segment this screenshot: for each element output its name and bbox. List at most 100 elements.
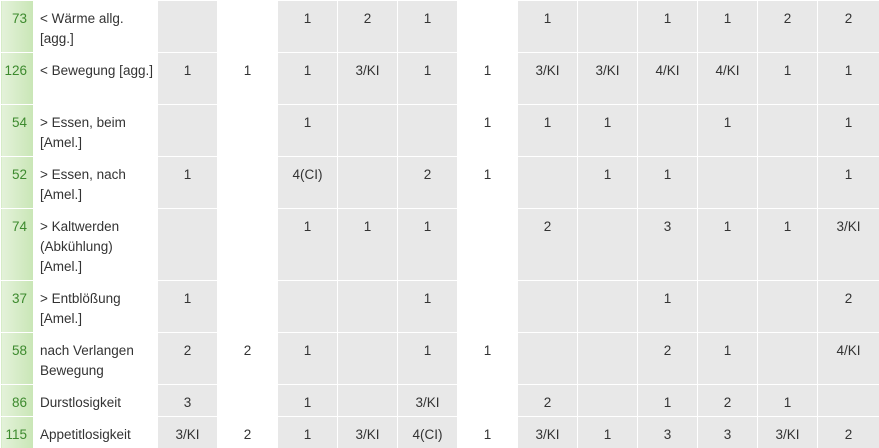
- value-cell: [757, 156, 818, 209]
- value-cell: [697, 280, 758, 333]
- value-cell: 1: [277, 0, 338, 53]
- value-cell: 2: [817, 0, 879, 53]
- value-cell: 3/KI: [817, 208, 879, 281]
- table-row: 115 Appetitlosigkeit 3/KI 2 1 3/KI 4(CI) 1 3/KI 1…: [0, 416, 879, 448]
- value-cell: 1: [157, 156, 218, 209]
- value-cell: [337, 104, 398, 157]
- value-cell: 1: [517, 0, 578, 53]
- count-cell: 58: [0, 332, 34, 385]
- value-cell: [337, 332, 398, 385]
- value-cell: 3/KI: [517, 52, 578, 105]
- value-cell: 3: [637, 208, 698, 281]
- value-cell: 1: [277, 208, 338, 281]
- value-cell: [577, 208, 638, 281]
- value-cell: 1: [457, 416, 518, 448]
- value-cell: [457, 0, 518, 53]
- value-cell: 3/KI: [157, 416, 218, 448]
- value-cell: 1: [397, 332, 458, 385]
- value-cell: 1: [277, 416, 338, 448]
- value-cell: 2: [637, 332, 698, 385]
- value-cell: [217, 0, 278, 53]
- count-cell: 126: [0, 52, 34, 105]
- symptom-label: > Kaltwerden (Abkühlung) [Amel.]: [33, 208, 158, 281]
- value-cell: 2: [217, 332, 278, 385]
- value-cell: 1: [277, 104, 338, 157]
- symptom-label: > Entblößung [Amel.]: [33, 280, 158, 333]
- value-cell: [397, 104, 458, 157]
- value-cell: 1: [157, 52, 218, 105]
- count-cell: 37: [0, 280, 34, 333]
- value-cell: 1: [697, 104, 758, 157]
- value-cell: 3/KI: [337, 416, 398, 448]
- value-cell: 3: [637, 416, 698, 448]
- value-cell: 2: [217, 416, 278, 448]
- value-cell: 2: [397, 156, 458, 209]
- value-cell: 1: [397, 280, 458, 333]
- count-cell: 86: [0, 384, 34, 417]
- value-cell: 1: [277, 384, 338, 417]
- value-cell: 1: [697, 0, 758, 53]
- value-cell: [337, 280, 398, 333]
- table-row: 126 < Bewegung [agg.] 1 1 1 3/KI 1 1 3/KI 3/KI 4/K…: [0, 52, 879, 105]
- value-cell: [217, 208, 278, 281]
- value-cell: [757, 104, 818, 157]
- value-cell: 1: [517, 104, 578, 157]
- value-cell: 2: [817, 416, 879, 448]
- value-cell: 1: [757, 52, 818, 105]
- value-cell: 3/KI: [397, 384, 458, 417]
- value-cell: 1: [817, 156, 879, 209]
- value-cell: 1: [457, 104, 518, 157]
- value-cell: [517, 332, 578, 385]
- value-cell: 2: [697, 384, 758, 417]
- value-cell: 1: [817, 104, 879, 157]
- value-cell: 1: [397, 52, 458, 105]
- value-cell: 1: [337, 208, 398, 281]
- count-cell: 74: [0, 208, 34, 281]
- table-row: 52 > Essen, nach [Amel.] 1 4(CI) 2 1 1 1 1: [0, 156, 879, 209]
- value-cell: [217, 104, 278, 157]
- value-cell: 1: [757, 208, 818, 281]
- value-cell: [457, 208, 518, 281]
- count-cell: 52: [0, 156, 34, 209]
- value-cell: [817, 384, 879, 417]
- value-cell: [577, 0, 638, 53]
- value-cell: [217, 156, 278, 209]
- value-cell: 2: [517, 384, 578, 417]
- count-cell: 115: [0, 416, 34, 448]
- value-cell: 1: [397, 208, 458, 281]
- table-row: 37 > Entblößung [Amel.] 1 1 1 2: [0, 280, 879, 333]
- value-cell: 4/KI: [817, 332, 879, 385]
- symptom-label: Durstlosigkeit: [33, 384, 158, 417]
- value-cell: 1: [457, 156, 518, 209]
- value-cell: 3: [697, 416, 758, 448]
- value-cell: 1: [577, 416, 638, 448]
- symptom-label: Appetitlosigkeit: [33, 416, 158, 448]
- value-cell: [217, 280, 278, 333]
- value-cell: 1: [457, 52, 518, 105]
- value-cell: 3/KI: [517, 416, 578, 448]
- value-cell: [517, 280, 578, 333]
- value-cell: 1: [217, 52, 278, 105]
- value-cell: 1: [697, 208, 758, 281]
- value-cell: [577, 384, 638, 417]
- value-cell: [157, 208, 218, 281]
- value-cell: [277, 280, 338, 333]
- value-cell: 3/KI: [577, 52, 638, 105]
- value-cell: [457, 384, 518, 417]
- count-cell: 73: [0, 0, 34, 53]
- value-cell: 1: [757, 384, 818, 417]
- value-cell: [157, 0, 218, 53]
- value-cell: [157, 104, 218, 157]
- value-cell: [577, 280, 638, 333]
- value-cell: [757, 280, 818, 333]
- value-cell: 1: [637, 0, 698, 53]
- value-cell: 1: [637, 280, 698, 333]
- value-cell: 1: [577, 156, 638, 209]
- value-cell: [577, 332, 638, 385]
- table-row: 54 > Essen, beim [Amel.] 1 1 1 1 1 1: [0, 104, 879, 157]
- table-row: 73 < Wärme allg. [agg.] 1 2 1 1 1 1 2 2: [0, 0, 879, 53]
- value-cell: 1: [637, 384, 698, 417]
- value-cell: 4/KI: [637, 52, 698, 105]
- symptom-label: > Essen, beim [Amel.]: [33, 104, 158, 157]
